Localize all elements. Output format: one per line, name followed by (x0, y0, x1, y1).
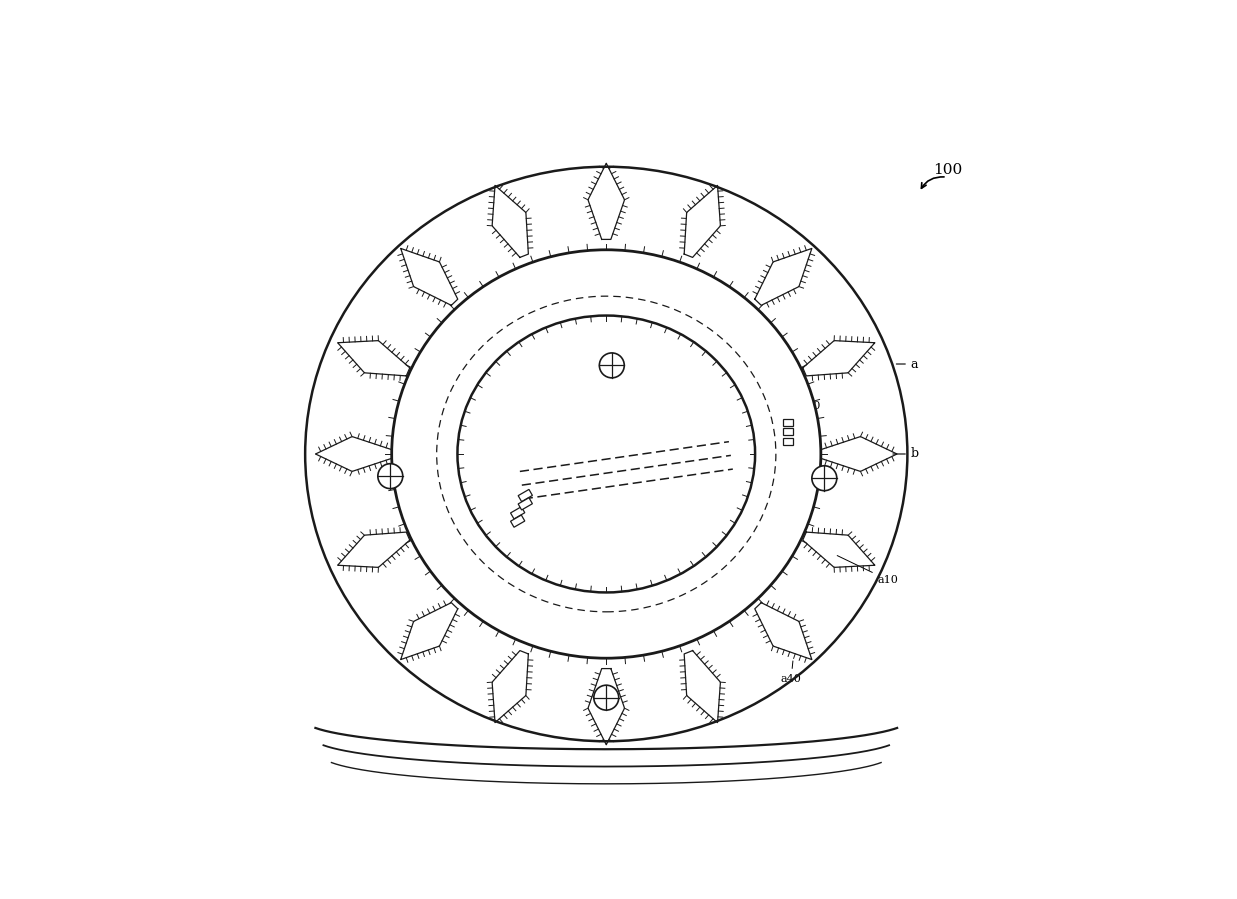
Text: 100: 100 (934, 164, 962, 177)
Text: a16: a16 (684, 475, 717, 486)
Circle shape (600, 353, 625, 378)
Circle shape (811, 466, 836, 491)
Text: a19: a19 (696, 413, 717, 426)
Polygon shape (589, 164, 625, 239)
Polygon shape (783, 419, 793, 425)
Polygon shape (821, 437, 897, 471)
Ellipse shape (458, 316, 755, 592)
Polygon shape (684, 185, 720, 257)
Polygon shape (518, 489, 532, 502)
Text: a18: a18 (741, 404, 766, 418)
Polygon shape (783, 429, 793, 435)
Polygon shape (684, 651, 720, 723)
Polygon shape (755, 248, 811, 306)
Polygon shape (338, 532, 409, 567)
Polygon shape (492, 185, 528, 257)
Polygon shape (783, 438, 793, 445)
Text: a17: a17 (719, 462, 746, 475)
Ellipse shape (392, 250, 821, 658)
Polygon shape (511, 507, 524, 519)
Text: a14: a14 (558, 450, 584, 471)
Text: b21: b21 (626, 360, 663, 376)
Text: a: a (897, 358, 918, 370)
Polygon shape (803, 532, 875, 567)
Text: b31: b31 (772, 449, 794, 459)
Text: b22: b22 (610, 362, 636, 376)
Text: a13: a13 (570, 516, 618, 537)
Polygon shape (803, 341, 875, 376)
Polygon shape (755, 602, 811, 660)
Polygon shape (401, 602, 458, 660)
Text: a40: a40 (781, 661, 802, 684)
Polygon shape (589, 669, 625, 744)
Polygon shape (492, 651, 528, 723)
Text: b30: b30 (795, 401, 821, 423)
Polygon shape (315, 437, 392, 471)
Text: a12: a12 (538, 521, 591, 546)
Polygon shape (511, 515, 524, 527)
Circle shape (594, 685, 618, 710)
Circle shape (377, 464, 403, 489)
Polygon shape (338, 341, 409, 376)
Polygon shape (518, 498, 532, 510)
Polygon shape (401, 248, 458, 306)
Text: a10: a10 (837, 556, 898, 585)
Text: a15: a15 (668, 483, 700, 502)
Text: a11: a11 (526, 539, 575, 565)
Text: b: b (893, 448, 919, 460)
